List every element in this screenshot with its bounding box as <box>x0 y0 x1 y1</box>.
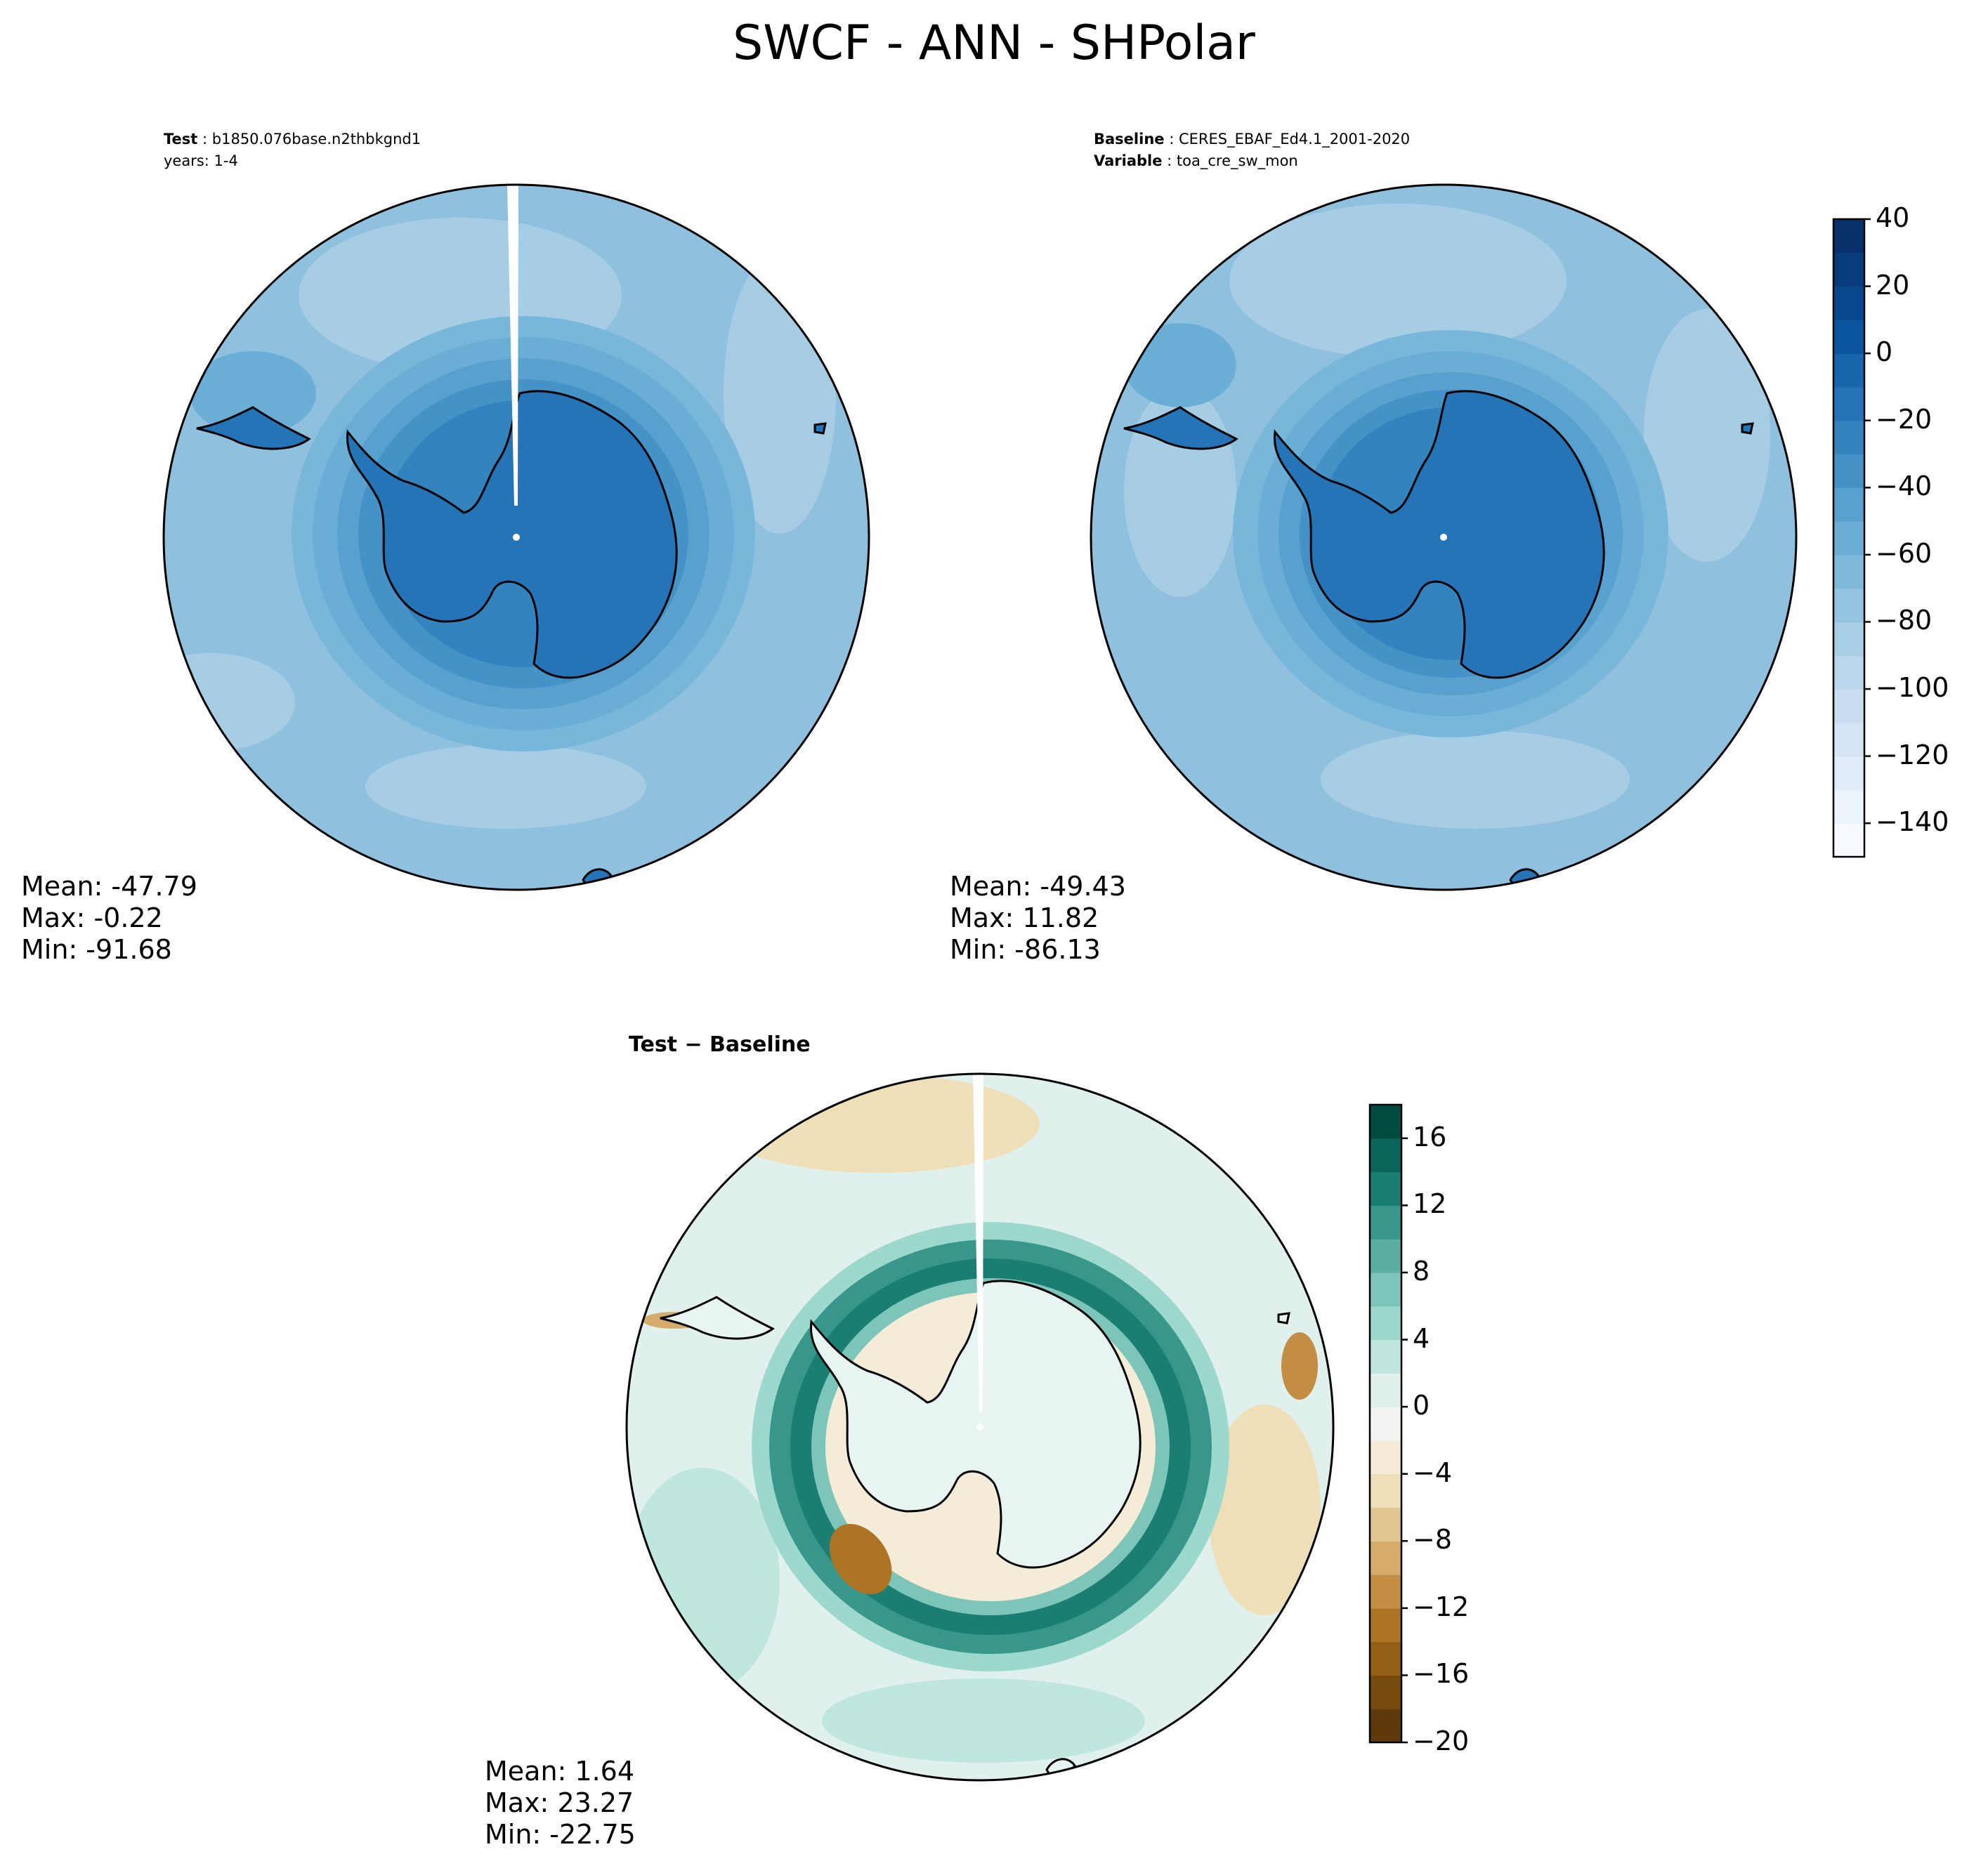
colorbar-main-segment <box>1833 722 1864 757</box>
colorbar-main-tick-label: −60 <box>1876 537 1933 569</box>
colorbar-main-tick-label: −80 <box>1876 605 1933 636</box>
baseline-map <box>1091 185 1796 890</box>
colorbar-diff-segment <box>1370 1507 1401 1542</box>
colorbar-diff-border <box>1368 1103 1403 1744</box>
diff-mean: Mean: 1.64 <box>485 1756 635 1787</box>
colorbar-main-segment <box>1833 252 1864 287</box>
baseline-stats: Mean: -49.43 Max: 11.82 Min: -86.13 <box>950 871 1126 966</box>
colorbar-diff-tick-label: 4 <box>1413 1322 1430 1354</box>
colorbar-main-tick-label: −120 <box>1876 739 1949 770</box>
colorbar-main-tick-label: −100 <box>1876 672 1949 704</box>
colorbar-diff-segment <box>1370 1272 1401 1307</box>
colorbar-main-border <box>1832 218 1866 858</box>
colorbar-diff-tick-label: 8 <box>1413 1255 1430 1287</box>
colorbar-diff-segment <box>1370 1339 1401 1374</box>
test-max: Max: -0.22 <box>21 902 163 933</box>
colorbar-diff-segment <box>1370 1473 1401 1509</box>
colorbar-main-segment <box>1833 286 1864 320</box>
colorbar-main-segment <box>1833 353 1864 388</box>
test-map-border <box>162 183 870 891</box>
baseline-variable-value: toa_cre_sw_mon <box>1176 152 1298 169</box>
colorbar-diff-segment <box>1370 1105 1401 1139</box>
baseline-variable-key: Variable <box>1094 152 1163 169</box>
colorbar-diff <box>1368 1103 1408 1744</box>
test-label-key: Test <box>164 131 198 147</box>
baseline-min: Min: -86.13 <box>950 934 1101 965</box>
colorbar-diff-segment <box>1370 1575 1401 1609</box>
colorbar-main-segment <box>1833 487 1864 522</box>
colorbar-diff-tick-label: 0 <box>1413 1390 1430 1421</box>
colorbar-diff-tick-label: −12 <box>1413 1591 1470 1622</box>
colorbar-main-tick-label: 0 <box>1876 336 1893 368</box>
test-map <box>164 185 869 890</box>
diff-map <box>627 1074 1333 1780</box>
colorbar-main-segment <box>1833 219 1864 254</box>
colorbar-main-tick-label: 40 <box>1876 202 1910 233</box>
baseline-label-value: CERES_EBAF_Ed4.1_2001-2020 <box>1178 131 1411 147</box>
diff-title: Test − Baseline <box>629 1032 811 1057</box>
baseline-metadata: Baseline : CERES_EBAF_Ed4.1_2001-2020 Va… <box>1094 131 1411 169</box>
colorbar-diff-segment <box>1370 1641 1401 1676</box>
colorbar-diff-segment <box>1370 1541 1401 1575</box>
colorbar-main-segment <box>1833 521 1864 556</box>
test-stats: Mean: -47.79 Max: -0.22 Min: -91.68 <box>21 871 197 966</box>
colorbar-main-segment <box>1833 588 1864 623</box>
colorbar-diff-segment <box>1370 1407 1401 1441</box>
colorbar-main-segment <box>1833 756 1864 791</box>
colorbar-diff-segment <box>1370 1138 1401 1173</box>
diff-map-border <box>625 1072 1335 1782</box>
test-metadata: Test : b1850.076base.n2thbkgnd1 years: 1… <box>164 129 421 172</box>
colorbar-diff-segment <box>1370 1306 1401 1341</box>
colorbar-main-segment <box>1833 386 1864 421</box>
test-label-value: b1850.076base.n2thbkgnd1 <box>211 131 421 147</box>
colorbar-diff-tick-label: −4 <box>1413 1457 1453 1488</box>
diff-max: Max: 23.27 <box>485 1787 634 1818</box>
colorbar-diff-segment <box>1370 1205 1401 1240</box>
baseline-mean: Mean: -49.43 <box>950 871 1126 902</box>
baseline-label-key: Baseline <box>1094 131 1165 147</box>
colorbar-main-tick-label: 20 <box>1876 269 1910 301</box>
colorbar-diff-segment <box>1370 1675 1401 1709</box>
colorbar-diff-segment <box>1370 1709 1401 1743</box>
colorbar-diff-tick-label: −8 <box>1413 1524 1453 1556</box>
colorbar-diff-segment <box>1370 1608 1401 1643</box>
colorbar-main-tick-label: −40 <box>1876 471 1933 502</box>
colorbar-main-segment <box>1833 823 1864 857</box>
colorbar-diff-segment <box>1370 1239 1401 1273</box>
colorbar-diff-tick-label: 12 <box>1413 1188 1447 1220</box>
diff-stats: Mean: 1.64 Max: 23.27 Min: -22.75 <box>485 1756 636 1851</box>
figure-title: SWCF - ANN - SHPolar <box>733 15 1255 71</box>
colorbar-main-segment <box>1833 554 1864 589</box>
colorbar-diff-tick-label: −20 <box>1413 1726 1470 1756</box>
colorbar-main-segment <box>1833 420 1864 455</box>
colorbar-diff-tick-label: 16 <box>1413 1121 1447 1152</box>
colorbar-main-segment <box>1833 622 1864 656</box>
test-min: Min: -91.68 <box>21 934 172 965</box>
colorbar-main-segment <box>1833 320 1864 354</box>
test-years: years: 1-4 <box>164 152 238 169</box>
colorbar-main-segment <box>1833 655 1864 690</box>
colorbar-main <box>1832 218 1871 858</box>
diff-min: Min: -22.75 <box>485 1819 636 1850</box>
colorbar-main-tick-label: −20 <box>1876 403 1933 435</box>
colorbar-main-segment <box>1833 454 1864 488</box>
test-mean: Mean: -47.79 <box>21 871 197 902</box>
colorbar-diff-segment <box>1370 1373 1401 1407</box>
colorbar-diff-tick-label: −16 <box>1413 1658 1470 1690</box>
colorbar-main-segment <box>1833 789 1864 824</box>
baseline-map-border <box>1090 183 1798 891</box>
colorbar-main-tick-label: −140 <box>1876 806 1949 838</box>
baseline-max: Max: 11.82 <box>950 902 1099 933</box>
colorbar-main-segment <box>1833 689 1864 723</box>
colorbar-diff-segment <box>1370 1171 1401 1206</box>
colorbar-diff-segment <box>1370 1440 1401 1475</box>
